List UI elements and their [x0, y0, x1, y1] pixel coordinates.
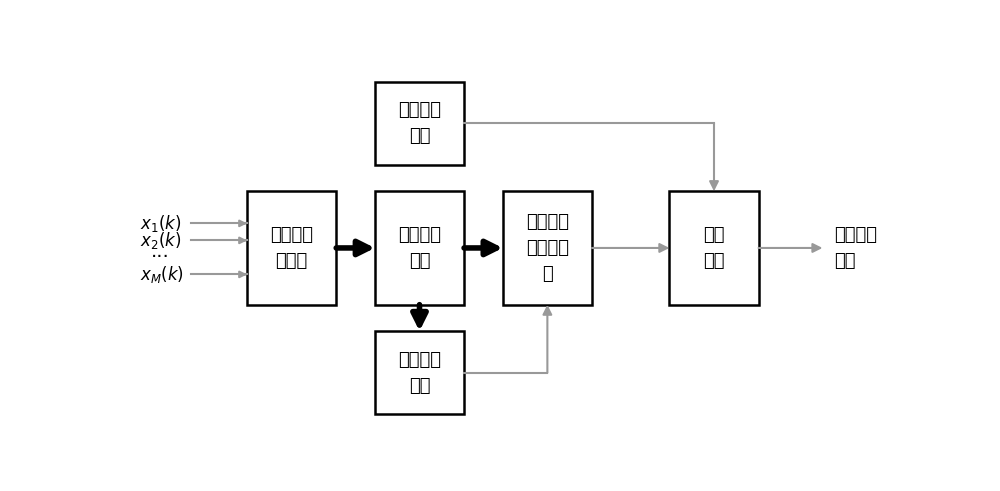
- Text: $x_1(k)$: $x_1(k)$: [140, 213, 182, 234]
- Text: $x_2(k)$: $x_2(k)$: [140, 230, 182, 251]
- Bar: [247, 191, 336, 304]
- Text: 求加权的
统计检验
量: 求加权的 统计检验 量: [526, 213, 569, 283]
- Text: ···: ···: [150, 248, 169, 267]
- Bar: [375, 191, 464, 304]
- Text: $x_M(k)$: $x_M(k)$: [140, 264, 185, 285]
- Text: 采样信号
归一化: 采样信号 归一化: [270, 226, 313, 270]
- Text: 计算加权
系数: 计算加权 系数: [398, 351, 441, 395]
- Bar: [375, 331, 464, 414]
- Text: 比较
判决: 比较 判决: [703, 226, 725, 270]
- Bar: [669, 191, 759, 304]
- Text: 判决门限
设置: 判决门限 设置: [398, 101, 441, 145]
- Bar: [375, 82, 464, 165]
- Text: 判决结果
输出: 判决结果 输出: [834, 226, 877, 270]
- Text: 求协方差
矩阵: 求协方差 矩阵: [398, 226, 441, 270]
- Bar: [503, 191, 592, 304]
